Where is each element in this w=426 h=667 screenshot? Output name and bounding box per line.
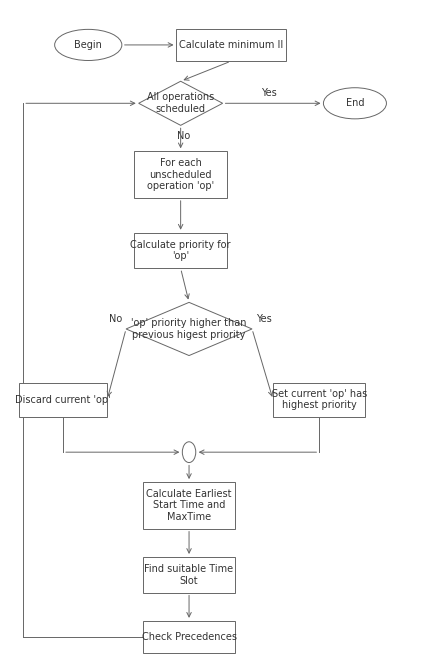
Text: For each
unscheduled
operation 'op': For each unscheduled operation 'op' bbox=[147, 158, 214, 191]
FancyBboxPatch shape bbox=[143, 621, 235, 653]
Text: Find suitable Time
Slot: Find suitable Time Slot bbox=[144, 564, 233, 586]
Ellipse shape bbox=[55, 29, 121, 61]
Text: Begin: Begin bbox=[74, 40, 102, 50]
Text: End: End bbox=[345, 98, 363, 108]
Text: Set current 'op' has
highest priority: Set current 'op' has highest priority bbox=[271, 389, 366, 410]
FancyBboxPatch shape bbox=[134, 151, 226, 198]
Circle shape bbox=[182, 442, 195, 462]
FancyBboxPatch shape bbox=[19, 383, 107, 416]
Text: Yes: Yes bbox=[260, 88, 276, 98]
Text: Calculate minimum II: Calculate minimum II bbox=[178, 40, 282, 50]
FancyBboxPatch shape bbox=[143, 557, 235, 592]
FancyBboxPatch shape bbox=[176, 29, 285, 61]
Text: Check Precedences: Check Precedences bbox=[141, 632, 236, 642]
Text: Calculate Earliest
Start Time and
MaxTime: Calculate Earliest Start Time and MaxTim… bbox=[146, 489, 231, 522]
Ellipse shape bbox=[322, 88, 386, 119]
FancyBboxPatch shape bbox=[134, 233, 226, 268]
Polygon shape bbox=[138, 81, 222, 125]
FancyBboxPatch shape bbox=[143, 482, 235, 529]
Text: Calculate priority for
'op': Calculate priority for 'op' bbox=[130, 239, 230, 261]
Text: All operations
scheduled: All operations scheduled bbox=[147, 93, 214, 114]
FancyBboxPatch shape bbox=[272, 383, 365, 416]
Text: 'op' priority higher than
previous higest priority: 'op' priority higher than previous higes… bbox=[131, 318, 246, 340]
Polygon shape bbox=[126, 302, 251, 356]
Text: Discard current 'op': Discard current 'op' bbox=[15, 395, 111, 405]
Text: No: No bbox=[108, 313, 121, 323]
Text: Yes: Yes bbox=[256, 313, 271, 323]
Text: No: No bbox=[177, 131, 190, 141]
